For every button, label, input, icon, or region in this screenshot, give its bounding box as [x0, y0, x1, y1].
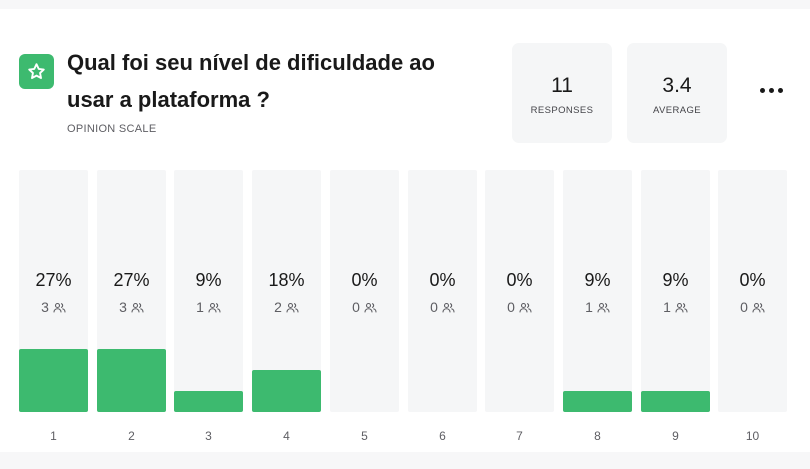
bar-count: 1 [174, 299, 243, 315]
bar-count-label: 0 [740, 299, 748, 315]
average-label: AVERAGE [652, 105, 702, 116]
bar-count-label: 1 [196, 299, 204, 315]
bar-1: 27% 3 [19, 170, 88, 412]
bar-percent-label: 9% [584, 270, 611, 290]
scale-label: 4 [283, 429, 290, 443]
people-icon [131, 302, 144, 313]
bar-count: 0 [408, 299, 477, 315]
bar-fill [174, 391, 243, 412]
people-icon [442, 302, 455, 313]
responses-stat: 11 RESPONSES [512, 43, 612, 143]
bar-percent-label: 18% [268, 270, 305, 290]
responses-label: RESPONSES [530, 105, 594, 116]
people-icon [53, 302, 66, 313]
bar-percent-label: 0% [429, 270, 456, 290]
average-value: 3.4 [662, 74, 692, 97]
people-icon [286, 302, 299, 313]
bar-count: 0 [718, 299, 787, 315]
bar-count-label: 2 [274, 299, 282, 315]
scale-label: 2 [128, 429, 135, 443]
bar-3: 9% 1 [174, 170, 243, 412]
bar-4: 18% 2 [252, 170, 321, 412]
bar-count: 0 [485, 299, 554, 315]
people-icon [519, 302, 532, 313]
question-title: Qual foi seu nível de dificuldade ao usa… [67, 50, 435, 112]
more-options-icon[interactable] [755, 79, 787, 101]
scale-label: 5 [361, 429, 368, 443]
bar-9: 9% 1 [641, 170, 710, 412]
scale-label: 10 [745, 429, 760, 443]
scale-label: 9 [672, 429, 679, 443]
bar-count-label: 0 [507, 299, 515, 315]
bar-2: 27% 3 [97, 170, 166, 412]
bar-count-label: 1 [585, 299, 593, 315]
bar-percent-label: 27% [35, 270, 72, 290]
bar-percent-label: 0% [351, 270, 378, 290]
question-type-label: OPINION SCALE [67, 123, 157, 135]
scale-label: 7 [516, 429, 523, 443]
bar-fill [252, 370, 321, 412]
bar-percent-label: 0% [506, 270, 533, 290]
people-icon [597, 302, 610, 313]
bar-count-label: 0 [352, 299, 360, 315]
bar-fill [641, 391, 710, 412]
bar-count: 2 [252, 299, 321, 315]
bar-count-label: 3 [41, 299, 49, 315]
scale-label: 3 [205, 429, 212, 443]
star-icon [19, 54, 54, 89]
bar-percent-label: 0% [739, 270, 766, 290]
bar-5: 0% 0 [330, 170, 399, 412]
bar-10: 0% 0 [718, 170, 787, 412]
people-icon [208, 302, 221, 313]
bar-fill [97, 349, 166, 412]
bar-count-label: 1 [663, 299, 671, 315]
bar-count: 3 [97, 299, 166, 315]
bar-count-label: 0 [430, 299, 438, 315]
people-icon [675, 302, 688, 313]
scale-label: 6 [439, 429, 446, 443]
bar-fill [563, 391, 632, 412]
bar-percent-label: 9% [195, 270, 222, 290]
bar-percent-label: 9% [662, 270, 689, 290]
people-icon [752, 302, 765, 313]
bar-7: 0% 0 [485, 170, 554, 412]
scale-label: 8 [594, 429, 601, 443]
bar-fill [19, 349, 88, 412]
bar-count: 1 [641, 299, 710, 315]
question-card: Qual foi seu nível de dificuldade ao usa… [0, 9, 810, 452]
bar-percent-label: 27% [113, 270, 150, 290]
bar-count: 1 [563, 299, 632, 315]
responses-count: 11 [551, 74, 573, 97]
people-icon [364, 302, 377, 313]
average-stat: 3.4 AVERAGE [627, 43, 727, 143]
bar-count: 3 [19, 299, 88, 315]
bar-8: 9% 1 [563, 170, 632, 412]
bar-6: 0% 0 [408, 170, 477, 412]
bar-count-label: 3 [119, 299, 127, 315]
bar-count: 0 [330, 299, 399, 315]
scale-label: 1 [50, 429, 57, 443]
